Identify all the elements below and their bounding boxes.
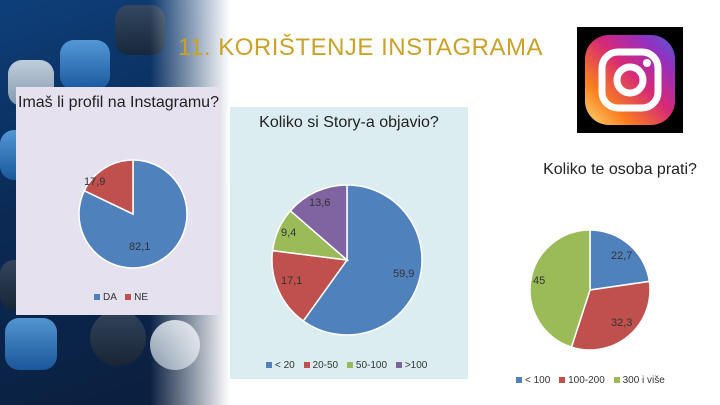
- chart-panel-followers: Koliko te osoba prati? 22,7 32,3 45 < 10…: [490, 150, 712, 395]
- legend-swatch: [346, 361, 353, 368]
- pie-chart-followers: [529, 229, 651, 351]
- data-label: 17,1: [281, 275, 303, 287]
- data-label: 17,9: [84, 176, 106, 188]
- app-tile: [5, 318, 57, 370]
- chart-legend: DA NE: [88, 292, 148, 303]
- legend-swatch: [303, 361, 310, 368]
- pie-slice-100: [589, 229, 651, 291]
- legend-label: NE: [134, 292, 149, 303]
- chart-panel-profile: Imaš li profil na Instagramu? 17,9 82,1 …: [16, 87, 221, 315]
- legend-swatch: [125, 293, 132, 300]
- pie-slice-20: [302, 184, 423, 336]
- legend-swatch: [395, 361, 402, 368]
- legend-label: 50-100: [355, 360, 388, 371]
- instagram-logo-icon: [577, 27, 683, 133]
- page-title: 11. KORIŠTENJE INSTAGRAMA: [178, 34, 544, 61]
- pie-chart-profile: [78, 159, 188, 269]
- data-label: 9,4: [281, 227, 297, 239]
- chart-legend: < 100 100-200 300 i više: [510, 375, 665, 386]
- legend-label: 100-200: [568, 375, 605, 386]
- data-label: 13,6: [309, 197, 331, 209]
- pie-slice-300-i-vi-e: [529, 229, 591, 349]
- legend-swatch: [613, 376, 620, 383]
- data-label: 22,7: [611, 250, 633, 262]
- app-tile: [60, 40, 110, 90]
- app-tile: [90, 310, 146, 366]
- legend-label: >100: [404, 360, 428, 371]
- data-label: 45: [533, 275, 546, 287]
- legend-label: < 20: [275, 360, 295, 371]
- legend-label: < 100: [525, 375, 551, 386]
- chart-title: Koliko te osoba prati?: [543, 161, 697, 178]
- legend-label: 300 i više: [622, 375, 665, 386]
- legend-swatch: [559, 376, 566, 383]
- chart-legend: < 20 20-50 50-100 >100: [260, 360, 427, 371]
- chart-panel-story: Koliko si Story-a objavio? 59,9 17,1 9,4…: [230, 107, 468, 379]
- chart-title: Koliko si Story-a objavio?: [259, 114, 439, 131]
- legend-swatch: [266, 361, 272, 368]
- pie-slice-100-200: [570, 280, 651, 351]
- pie-chart-story: [271, 184, 423, 336]
- pie-slice-20-50: [271, 249, 349, 322]
- data-label: 82,1: [129, 241, 151, 253]
- chart-title: Imaš li profil na Instagramu?: [18, 94, 219, 111]
- pie-slice-ne: [83, 159, 134, 216]
- data-label: 32,3: [611, 317, 633, 329]
- legend-swatch: [516, 376, 522, 383]
- legend-swatch: [94, 293, 100, 300]
- data-label: 59,9: [393, 268, 415, 280]
- legend-label: DA: [103, 292, 117, 303]
- pie-slice-100: [289, 184, 348, 262]
- legend-label: 20-50: [312, 360, 339, 371]
